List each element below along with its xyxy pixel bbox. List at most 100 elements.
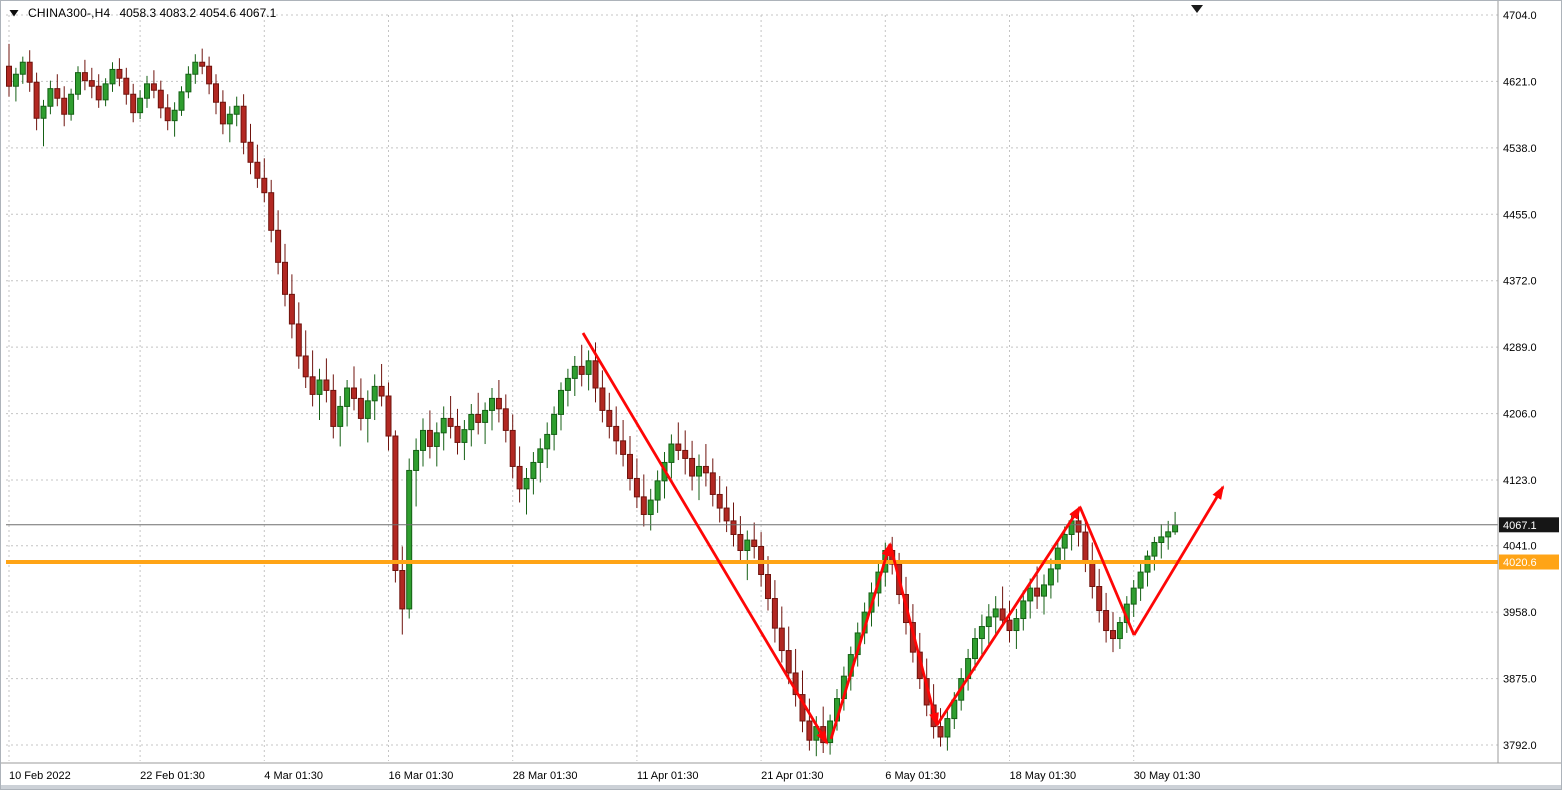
candle <box>192 54 199 84</box>
candle <box>765 556 771 611</box>
price-axis-label: 4289.0 <box>1503 342 1537 354</box>
candle <box>68 88 75 121</box>
svg-text:4020.6: 4020.6 <box>1503 557 1537 569</box>
candle <box>351 366 357 411</box>
candle <box>544 422 551 469</box>
trend-arrow[interactable] <box>581 332 829 745</box>
candle <box>357 378 364 431</box>
candle <box>992 596 999 637</box>
candle <box>157 80 164 119</box>
x-axis-label: 11 Apr 01:30 <box>637 770 699 782</box>
candle <box>378 363 385 407</box>
trend-arrow[interactable] <box>829 542 892 740</box>
candle <box>261 158 268 203</box>
price-axis-label: 4704.0 <box>1503 10 1537 22</box>
candle <box>558 382 564 431</box>
candle <box>1020 590 1027 631</box>
candle <box>454 408 461 455</box>
candle <box>564 368 571 407</box>
candle <box>1144 550 1151 587</box>
candle <box>247 123 254 175</box>
x-axis-label: 28 Mar 01:30 <box>513 770 578 782</box>
candle <box>999 586 1006 627</box>
candle <box>371 374 378 421</box>
candle <box>509 414 516 479</box>
candle <box>668 434 675 479</box>
candle <box>123 67 130 105</box>
candle <box>199 48 206 75</box>
symbol-dropdown-icon <box>9 10 19 17</box>
x-axis-label: 6 May 01:30 <box>885 770 946 782</box>
trend-arrow[interactable] <box>1078 506 1136 636</box>
candle <box>440 406 447 451</box>
candle <box>344 380 351 427</box>
price-axis-label: 3958.0 <box>1503 607 1537 619</box>
candle <box>1006 600 1013 643</box>
candle <box>275 210 282 275</box>
current-price-tag: 4067.1 <box>1499 517 1559 533</box>
candle <box>309 350 316 407</box>
candle <box>1158 524 1165 559</box>
candle <box>1172 511 1179 535</box>
candle <box>985 604 992 645</box>
candle <box>571 355 578 397</box>
candle <box>420 418 426 467</box>
candle <box>295 302 302 369</box>
candle <box>495 380 502 423</box>
candle <box>413 438 420 507</box>
candle <box>1165 520 1172 550</box>
candle <box>447 396 454 439</box>
candle <box>1047 558 1054 599</box>
candle <box>716 476 723 523</box>
candle <box>758 532 765 587</box>
candle <box>233 96 240 127</box>
candle <box>1013 608 1020 649</box>
candle <box>385 382 392 451</box>
candle <box>709 458 716 507</box>
candle <box>1089 542 1096 599</box>
candle <box>1130 580 1137 617</box>
trend-arrow[interactable] <box>935 505 1082 726</box>
candle <box>785 626 792 685</box>
candle <box>130 83 137 123</box>
candle <box>213 74 219 115</box>
candle <box>33 72 40 131</box>
x-axis-label: 4 Mar 01:30 <box>264 770 323 782</box>
candle <box>392 430 399 583</box>
candle <box>640 474 647 527</box>
candle <box>647 488 654 531</box>
candle <box>109 62 116 92</box>
candle <box>144 75 150 108</box>
candle <box>254 144 261 188</box>
symbol-name: CHINA300-,H4 <box>28 6 111 20</box>
candle <box>137 90 144 120</box>
chart-shift-marker-icon[interactable] <box>1191 5 1203 13</box>
candle <box>675 422 682 461</box>
candle <box>475 392 482 435</box>
price-axis-label: 4041.0 <box>1503 541 1537 553</box>
candle <box>502 394 509 443</box>
x-axis-label: 18 May 01:30 <box>1010 770 1077 782</box>
candle <box>282 243 288 307</box>
candle <box>81 59 88 91</box>
candle <box>751 522 758 559</box>
trend-arrow[interactable] <box>1132 485 1225 636</box>
candle <box>302 330 309 389</box>
candle <box>820 706 827 754</box>
candle <box>689 440 696 491</box>
candle <box>606 392 613 439</box>
candle <box>1137 564 1144 601</box>
candle <box>682 430 689 475</box>
candle <box>164 94 171 131</box>
candle <box>696 454 702 501</box>
candle <box>744 530 751 581</box>
candle <box>516 446 523 503</box>
candle <box>620 420 627 467</box>
candle <box>578 344 585 387</box>
candle <box>54 74 61 107</box>
trend-arrow[interactable] <box>888 543 939 727</box>
orange-level-tag: 4020.6 <box>1499 554 1559 570</box>
x-axis-label: 10 Feb 2022 <box>9 770 71 782</box>
